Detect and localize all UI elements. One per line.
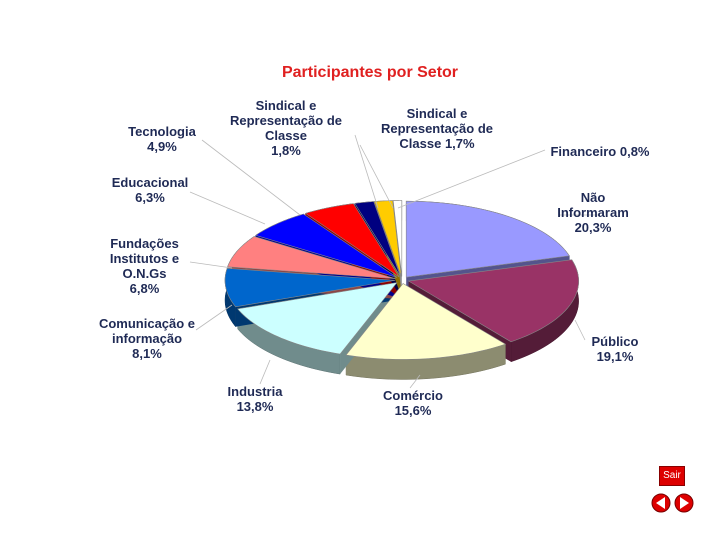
leader-line <box>354 134 379 209</box>
slice-name: Financeiro <box>550 144 617 159</box>
slice <box>227 236 396 280</box>
slice-value: 6,3% <box>135 190 165 205</box>
slice-value: 1,7% <box>444 136 475 151</box>
slice-name: Fundações Institutos e O.N.Gs <box>109 236 180 281</box>
slice <box>405 200 570 278</box>
slice-value: 6,8% <box>129 281 160 296</box>
slice-name: Não Informaram <box>557 190 629 220</box>
slice-label: Educacional 6,3% <box>100 175 200 205</box>
slice <box>224 268 396 308</box>
slice-label: Sindical e Representação de Classe 1,8% <box>224 98 348 158</box>
leader-line <box>397 149 546 209</box>
leader-line <box>574 319 586 341</box>
slice-label: Comércio 15,6% <box>368 388 458 418</box>
slice-name: Sindical e Representação de Classe <box>230 98 342 143</box>
slice-label: Público 19,1% <box>580 334 650 364</box>
slice-name: Comércio <box>383 388 443 403</box>
slice <box>255 213 398 278</box>
slice <box>237 282 398 355</box>
leader-line <box>359 144 394 209</box>
slice <box>304 203 400 278</box>
leader-line <box>195 304 233 331</box>
slice-value: 20,3% <box>574 220 612 235</box>
leader-line <box>201 139 301 216</box>
slice-name: Sindical e Representação de Classe <box>381 106 493 151</box>
slice <box>354 201 401 277</box>
leader-line <box>409 374 421 389</box>
slice-value: 4,9% <box>147 139 177 154</box>
slice-label: Tecnologia 4,9% <box>122 124 202 154</box>
slice-name: Industria <box>227 384 283 399</box>
slice-value: 0,8% <box>619 144 650 159</box>
leader-line <box>189 261 233 269</box>
slice-name: Tecnologia <box>128 124 196 139</box>
slice-label: Comunicação e informação 8,1% <box>92 316 202 361</box>
slice-value: 13,8% <box>236 399 274 414</box>
leader-line <box>189 191 266 225</box>
slice <box>407 259 579 343</box>
slice-label: Industria 13,8% <box>210 384 300 414</box>
slice-value: 15,6% <box>394 403 432 418</box>
slice <box>392 200 403 277</box>
slice-label: Financeiro 0,8% <box>540 144 660 159</box>
slice-name: Público <box>591 334 639 349</box>
leader-line <box>259 359 271 385</box>
slice-name: Comunicação e informação <box>98 316 196 346</box>
slice-value: 1,8% <box>271 143 301 158</box>
slice-name: Educacional <box>111 175 189 190</box>
slice-value: 8,1% <box>132 346 162 361</box>
slice <box>374 200 402 277</box>
slice-value: 19,1% <box>596 349 634 364</box>
chart-title: Participantes por Setor <box>281 64 459 81</box>
slice-label: Sindical e Representação de Classe 1,7% <box>375 106 499 151</box>
slice-label: Não Informaram 20,3% <box>548 190 638 235</box>
exit-button[interactable]: Sair <box>659 466 685 486</box>
slice <box>345 283 507 360</box>
slice-label: Fundações Institutos e O.N.Gs 6,8% <box>102 236 187 296</box>
